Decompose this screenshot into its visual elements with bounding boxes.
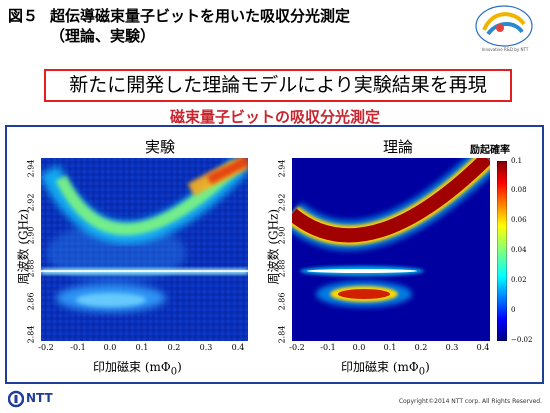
- ytick: 2.88: [26, 259, 36, 278]
- copyright: Copyright©2014 NTT corp. All Rights Rese…: [398, 398, 542, 405]
- ntt-rd-logo: [475, 5, 533, 47]
- xtick: 0.4: [231, 343, 245, 352]
- ytick: 2.92: [26, 193, 36, 212]
- ytick: 2.84: [277, 325, 287, 344]
- xtick: 0.2: [414, 343, 428, 352]
- xtick: -0.1: [70, 343, 86, 352]
- xtick: -0.2: [38, 343, 54, 352]
- ntt-logo-icon: [8, 390, 24, 408]
- experiment-heatmap: [41, 158, 248, 341]
- section-subtitle: 磁束量子ビットの吸収分光測定: [169, 108, 380, 126]
- xtick: 0.0: [103, 343, 117, 352]
- xtick: 0.3: [445, 343, 459, 352]
- ytick: 2.94: [26, 159, 36, 178]
- experiment-xlabel: 印加磁束 (mΦ0): [93, 360, 182, 378]
- slide-title: 図５ 超伝導磁束量子ビットを用いた吸収分光測定 （理論、実験）: [8, 6, 350, 46]
- company-name: NTT: [26, 391, 53, 405]
- colorbar-tick: 0.04: [511, 246, 527, 254]
- ytick: 2.86: [26, 292, 36, 311]
- colorbar-tick: 0.02: [511, 276, 527, 284]
- xtick: -0.2: [289, 343, 305, 352]
- xtick: 0.2: [167, 343, 181, 352]
- ytick: 2.88: [277, 259, 287, 278]
- colorbar: [497, 161, 507, 341]
- colorbar-title: 励起確率: [470, 145, 510, 156]
- ytick: 2.92: [277, 193, 287, 212]
- xtick: -0.1: [320, 343, 336, 352]
- experiment-title: 実験: [144, 138, 175, 156]
- xtick: 0.4: [476, 343, 490, 352]
- ytick: 2.84: [26, 325, 36, 344]
- title-line1: 超伝導磁束量子ビットを用いた吸収分光測定: [50, 7, 351, 25]
- xtick: 0.1: [383, 343, 397, 352]
- xtick: 0.3: [199, 343, 213, 352]
- title-line2: （理論、実験）: [50, 27, 156, 45]
- colorbar-tick: 0.1: [511, 157, 523, 165]
- ytick: 2.90: [277, 226, 287, 245]
- ytick: 2.90: [26, 226, 36, 245]
- ytick: 2.86: [277, 292, 287, 311]
- figure-number: 図５: [8, 7, 39, 25]
- headline-banner: 新たに開発した理論モデルにより実験結果を再現: [44, 69, 512, 102]
- theory-title: 理論: [382, 138, 413, 156]
- theory-heatmap: [292, 158, 490, 341]
- theory-xlabel: 印加磁束 (mΦ0): [341, 360, 430, 378]
- colorbar-tick: 0: [511, 306, 516, 314]
- colorbar-tick: 0.06: [511, 216, 527, 224]
- xtick: 0.0: [352, 343, 366, 352]
- ytick: 2.94: [277, 159, 287, 178]
- figure-panel: [5, 125, 544, 384]
- logo-caption: Innovative R&D by NTT: [481, 47, 529, 52]
- colorbar-tick: 0.08: [511, 186, 527, 194]
- colorbar-tick: −0.02: [511, 336, 533, 344]
- xtick: 0.1: [135, 343, 149, 352]
